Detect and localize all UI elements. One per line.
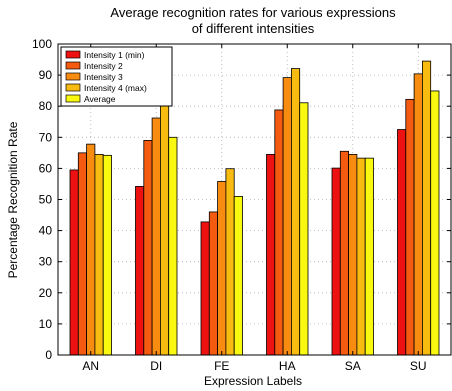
bar-average-ha <box>299 102 309 356</box>
x-axis-title: Expression Labels <box>204 374 302 388</box>
y-axis-title: Percentage Recognition Rate <box>6 121 20 278</box>
legend-label: Intensity 2 <box>84 61 123 71</box>
legend-swatch <box>65 61 81 70</box>
bar-intensity-4-max-an <box>94 154 104 356</box>
bar-intensity-3-an <box>86 143 96 356</box>
y-tick-label: 50 <box>39 193 53 207</box>
bar-intensity-3-sa <box>348 154 358 356</box>
bar-intensity-3-su <box>413 73 423 356</box>
chart-title: Average recognition rates for various ex… <box>110 5 396 20</box>
x-tick-label: SA <box>345 359 361 373</box>
legend-swatch <box>65 72 81 81</box>
y-tick-label: 40 <box>39 224 53 238</box>
bar-intensity-1-min-su <box>397 129 407 356</box>
x-tick-label: HA <box>279 359 296 373</box>
bar-intensity-4-max-su <box>421 60 432 356</box>
x-tick-label: FE <box>214 359 229 373</box>
legend-label: Intensity 4 (max) <box>84 83 147 93</box>
bar-intensity-1-min-an <box>69 169 79 356</box>
bar-intensity-4-max-fe <box>225 168 235 356</box>
y-tick-label: 0 <box>45 348 52 362</box>
bar-intensity-3-di <box>151 117 161 356</box>
y-tick-label: 90 <box>39 68 53 82</box>
legend-swatch <box>65 83 81 92</box>
bar-intensity-3-fe <box>217 181 227 356</box>
legend-label: Intensity 1 (min) <box>84 50 145 60</box>
y-tick-label: 60 <box>39 161 53 175</box>
y-tick-label: 10 <box>39 317 53 331</box>
x-tick-label: DI <box>150 359 162 373</box>
bar-intensity-4-max-ha <box>290 68 301 356</box>
bar-intensity-1-min-sa <box>331 167 341 356</box>
bar-intensity-2-sa <box>339 150 349 356</box>
bar-average-di <box>168 136 178 356</box>
bar-average-su <box>430 90 440 356</box>
bar-average-an <box>102 154 112 356</box>
y-tick-label: 30 <box>39 255 53 269</box>
y-tick-label: 80 <box>39 99 53 113</box>
bar-intensity-2-di <box>143 140 153 356</box>
bar-intensity-4-max-di <box>159 104 170 356</box>
chart-subtitle: of different intensities <box>192 21 315 36</box>
bar-intensity-1-min-di <box>135 186 145 356</box>
bar-intensity-2-an <box>77 152 88 356</box>
bar-average-fe <box>233 195 243 356</box>
bar-intensity-2-ha <box>274 109 284 356</box>
bar-average-sa <box>364 157 374 356</box>
legend-swatch <box>65 94 81 103</box>
bar-intensity-4-max-sa <box>356 157 366 356</box>
y-tick-label: 70 <box>39 130 53 144</box>
bar-intensity-2-su <box>405 98 415 356</box>
y-tick-label: 20 <box>39 286 53 300</box>
bar-intensity-3-ha <box>282 77 292 356</box>
bar-intensity-1-min-ha <box>266 154 276 356</box>
x-tick-label: SU <box>410 359 427 373</box>
bar-intensity-1-min-fe <box>200 221 210 356</box>
axis-ticks: 0 10 20 30 40 50 60 70 80 90 100 AN DI FE HA SA SU <box>32 37 451 373</box>
grid-lines <box>58 44 451 355</box>
legend-label: Intensity 3 <box>84 72 123 82</box>
legend-label: Average <box>84 94 116 104</box>
bar-intensity-2-fe <box>208 211 219 356</box>
y-tick-label: 100 <box>32 37 52 51</box>
x-tick-label: AN <box>82 359 99 373</box>
legend-swatch <box>65 50 81 59</box>
